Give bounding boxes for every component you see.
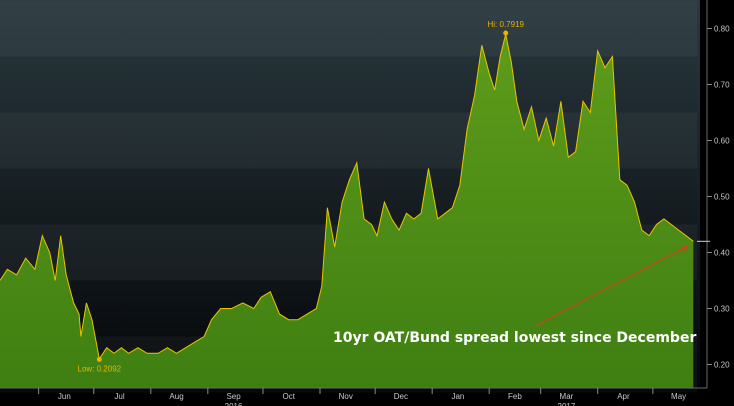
- x-tick-label: Jul: [114, 392, 124, 401]
- x-tick-label: Jan: [451, 392, 464, 401]
- annotation-point: [503, 30, 509, 36]
- y-tick-label: 0.40: [714, 249, 730, 258]
- y-axis: 0.20 0.30 0.40 0.50 0.60 0.70 0.80: [697, 0, 730, 388]
- x-year-label: 2017: [558, 402, 576, 406]
- x-tick-label: Mar: [560, 392, 574, 401]
- y-tick-label: 0.70: [714, 81, 730, 90]
- x-tick-label: Apr: [617, 392, 630, 401]
- series-area: [0, 34, 694, 388]
- x-tick-label: Nov: [339, 392, 353, 401]
- annotations: Hi: 0.7919 Low: 0.2092: [78, 20, 525, 373]
- y-tick-label: 0.80: [714, 25, 730, 34]
- y-tick-label: 0.50: [714, 193, 730, 202]
- x-tick-label: Dec: [394, 392, 408, 401]
- annotation-point: [96, 356, 102, 362]
- callout-arrow: [534, 244, 690, 327]
- x-tick-label: Oct: [283, 392, 296, 401]
- x-tick-label: Aug: [169, 392, 183, 401]
- grid-band: [0, 56, 697, 113]
- x-tick-label: Feb: [508, 392, 522, 401]
- y-tick-label: 0.30: [714, 305, 730, 314]
- callout-arrowhead: [680, 245, 690, 253]
- y-tick-label: 0.60: [714, 137, 730, 146]
- grid-band: [0, 0, 697, 56]
- high-label: Hi: 0.7919: [488, 20, 525, 29]
- y-tick-label: 0.20: [714, 361, 730, 370]
- x-tick-label: Jun: [58, 392, 71, 401]
- callout-text: 10yr OAT/Bund spread lowest since Decemb…: [333, 330, 696, 346]
- x-year-label: 2016: [225, 402, 243, 406]
- x-tick-label: Sep: [226, 392, 241, 401]
- callout-group: 10yr OAT/Bund spread lowest since Decemb…: [333, 244, 696, 346]
- low-label: Low: 0.2092: [78, 364, 122, 373]
- series-line: [0, 33, 694, 361]
- x-axis: Jun Jul Aug Sep Oct Nov Dec Jan Feb Mar Apr May 2016…: [0, 387, 707, 406]
- x-tick-label: May: [671, 392, 686, 401]
